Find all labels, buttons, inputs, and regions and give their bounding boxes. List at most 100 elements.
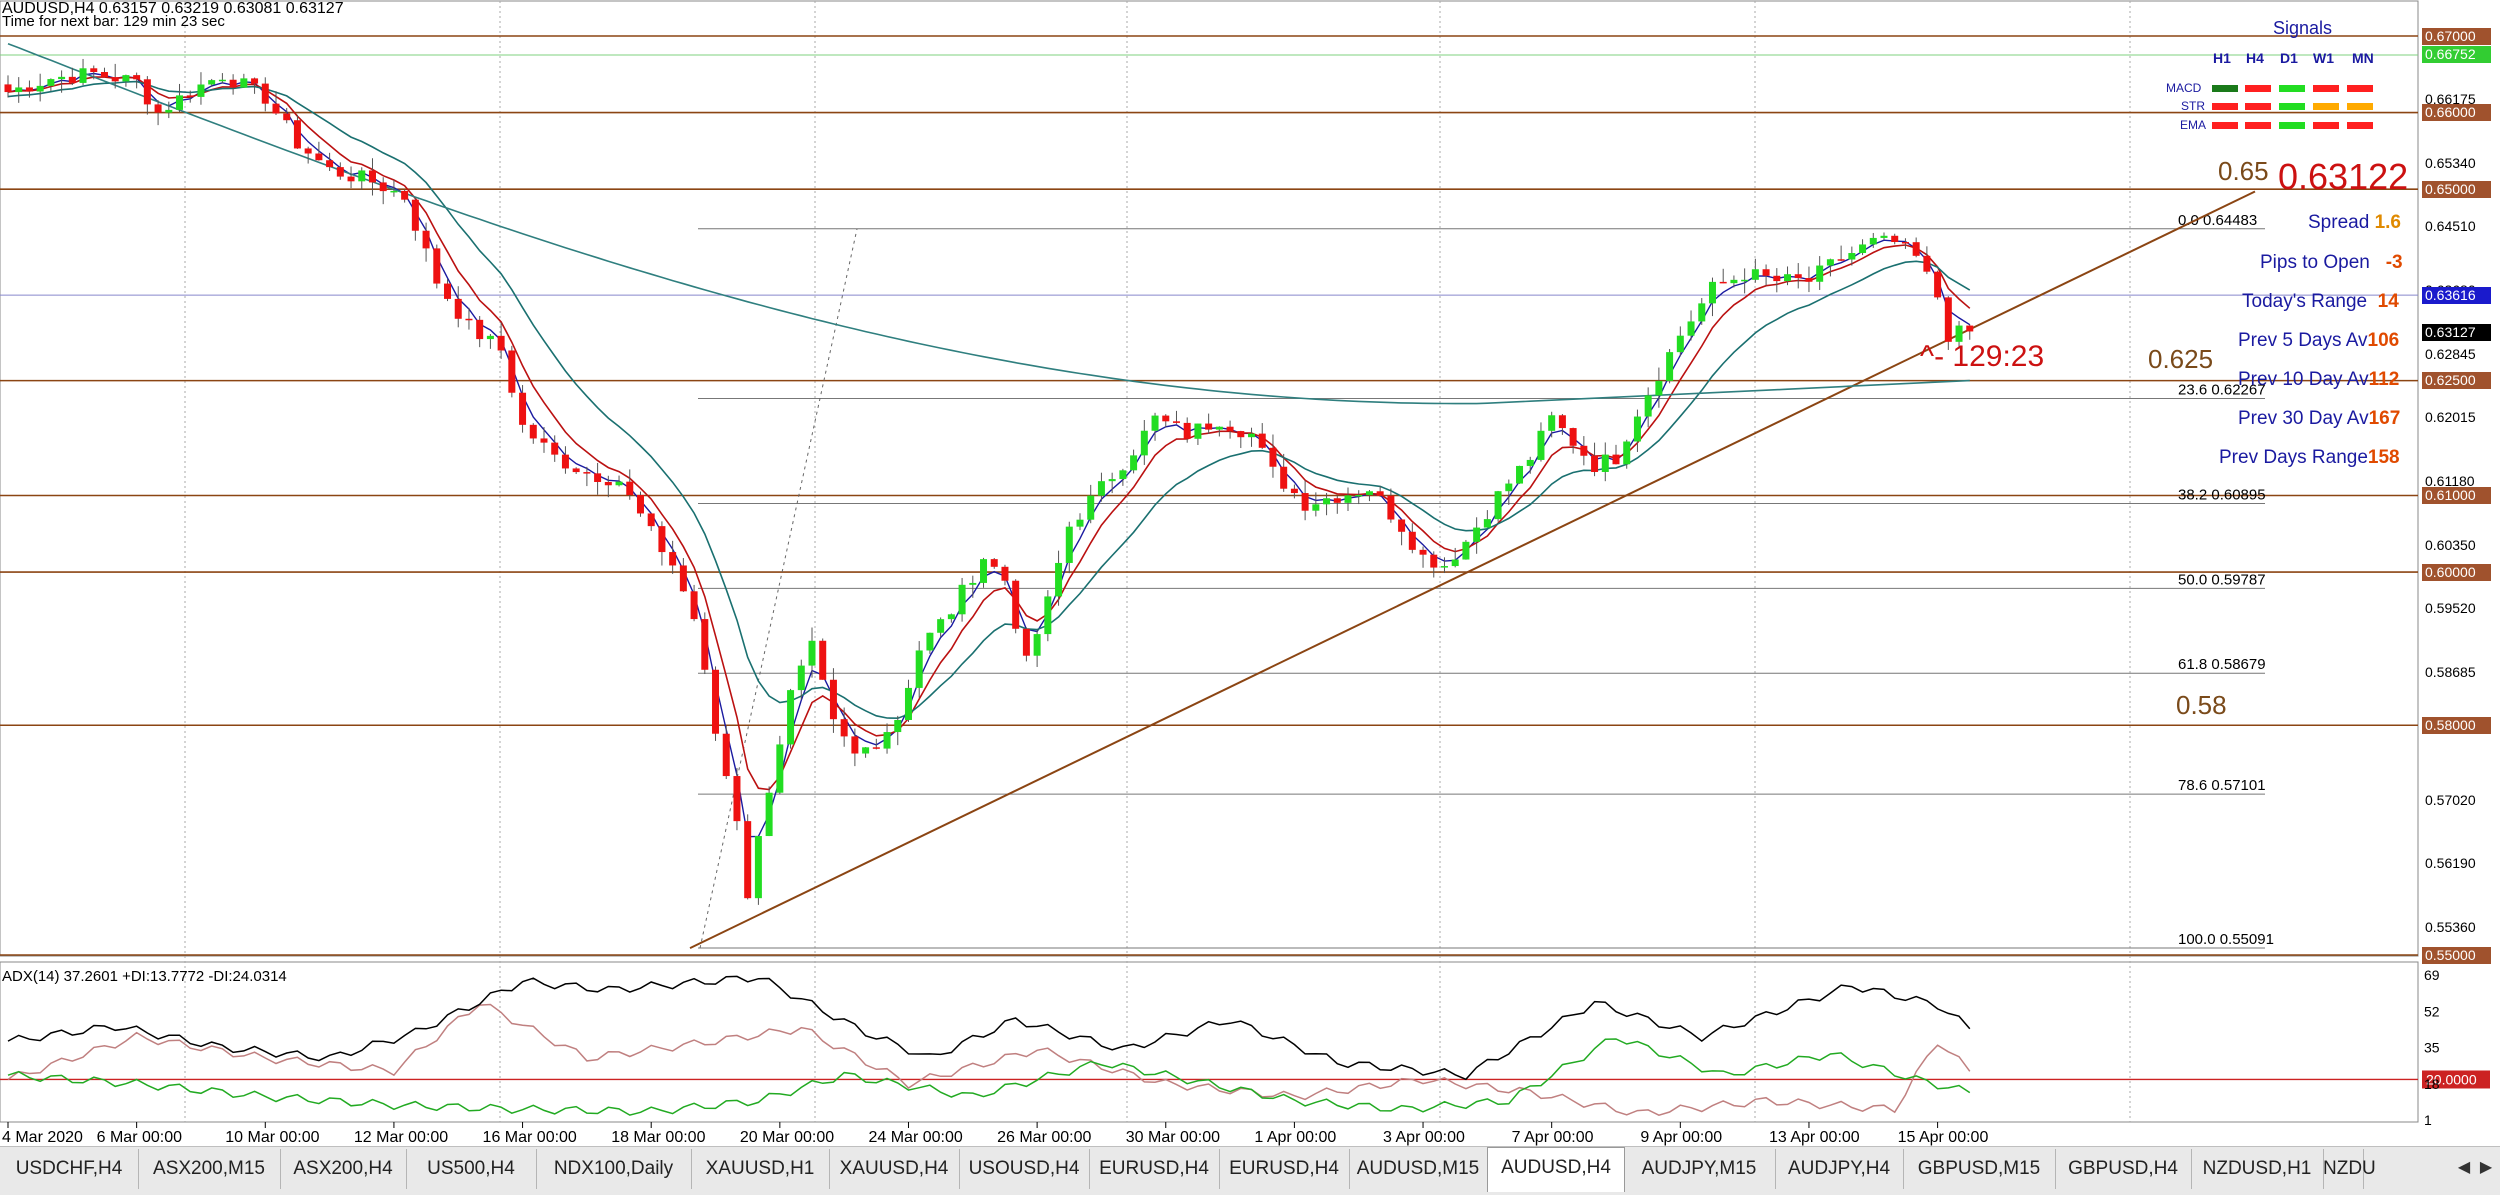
tab-scroll-left-icon[interactable]: ◀	[2457, 1159, 2471, 1176]
signal-col-mn: MN	[2352, 50, 2374, 66]
bear-candle	[1387, 495, 1395, 520]
bull-candle	[615, 481, 623, 486]
bear-candle	[1226, 426, 1234, 432]
signals-title: Signals	[2273, 18, 2333, 38]
main-pane-frame	[0, 0, 2419, 957]
price-axis-label: 0.58685	[2425, 664, 2476, 681]
bull-candle	[1751, 269, 1759, 280]
fib-level-label: 38.2 0.60895	[2178, 487, 2266, 504]
price-axis-label: 0.66175	[2425, 90, 2476, 107]
symbol-tab[interactable]: AUDJPY,M15	[1623, 1149, 1776, 1189]
bear-candle	[583, 472, 591, 474]
symbol-tab[interactable]: US500,H4	[406, 1149, 537, 1189]
bull-candle	[1033, 634, 1041, 656]
price-axis-label: 0.55000	[2422, 946, 2491, 964]
signal-cell	[2212, 85, 2238, 92]
symbol-tab[interactable]: GBPUSD,H4	[2055, 1149, 2192, 1189]
price-axis-label: 0.62015	[2425, 409, 2476, 426]
tab-scroll-right-icon[interactable]: ▶	[2479, 1159, 2493, 1176]
symbol-tab[interactable]: NDX100,Daily	[536, 1149, 692, 1189]
bear-candle	[68, 76, 76, 83]
signal-cell	[2313, 122, 2339, 129]
time-axis-label: 15 Apr 00:00	[1898, 1129, 1989, 1146]
bull-candle	[1451, 559, 1459, 567]
bull-candle	[218, 79, 226, 82]
bull-candle	[1151, 415, 1159, 431]
bull-candle	[883, 732, 891, 749]
fib-level-label: 78.6 0.57101	[2178, 777, 2266, 794]
bear-candle	[1205, 423, 1213, 430]
symbol-tab[interactable]: USDCHF,H4	[0, 1149, 139, 1189]
symbol-tab[interactable]: NZDUSD,H1	[2191, 1149, 2324, 1189]
bull-candle	[1194, 423, 1202, 439]
bear-candle	[647, 513, 655, 527]
bear-candle	[690, 591, 698, 620]
bull-candle	[1065, 526, 1073, 563]
bear-candle	[529, 424, 537, 439]
symbol-tab[interactable]: AUDJPY,H4	[1775, 1149, 1904, 1189]
candlestick-series	[4, 58, 1974, 905]
bull-candle	[1708, 281, 1716, 304]
symbol-tab[interactable]: EURUSD,H4	[1219, 1149, 1350, 1189]
bear-candle	[111, 77, 119, 82]
fib-level-label: 0.0 0.64483	[2178, 212, 2257, 229]
bear-candle	[744, 821, 752, 899]
bear-candle	[1569, 428, 1577, 446]
bear-candle	[1612, 454, 1620, 465]
bear-candle	[1301, 493, 1309, 511]
bear-candle	[636, 495, 644, 514]
bull-candle	[1730, 279, 1738, 284]
signal-cell	[2347, 85, 2373, 92]
bull-candle	[915, 650, 923, 688]
symbol-tab[interactable]: XAUUSD,H1	[691, 1149, 830, 1189]
bear-candle	[1912, 242, 1920, 256]
bear-candle	[154, 104, 162, 113]
adx-axis-label: 18	[2424, 1076, 2440, 1092]
pips-to-open-row: Pips to Open -3	[2260, 252, 2403, 274]
bear-candle	[1837, 259, 1845, 261]
trendline	[689, 190, 2256, 950]
time-axis-label: 9 Apr 00:00	[1640, 1129, 1722, 1146]
bear-candle	[229, 79, 237, 88]
bear-candle	[368, 170, 376, 183]
bull-candle	[980, 559, 988, 583]
symbol-tab[interactable]: AUDUSD,H4	[1487, 1147, 1625, 1192]
symbol-tab[interactable]: XAUUSD,H4	[829, 1149, 960, 1189]
bear-candle	[1280, 466, 1288, 489]
bear-candle	[1162, 415, 1170, 422]
bear-candle	[100, 72, 108, 78]
bull-candle	[122, 75, 130, 82]
bear-candle	[1022, 628, 1030, 656]
level-label-065: 0.65	[2218, 156, 2269, 186]
bull-candle	[1055, 562, 1063, 597]
bull-candle	[904, 687, 912, 720]
bar-countdown: ^- 129:23	[1920, 340, 2045, 373]
symbol-tab[interactable]: GBPUSD,M15	[1903, 1149, 2056, 1189]
signal-cell	[2245, 122, 2271, 129]
bull-candle	[176, 95, 184, 110]
adx-pane-frame	[0, 961, 2419, 1123]
signal-col-d1: D1	[2280, 50, 2298, 66]
bull-candle	[1097, 481, 1105, 496]
bull-candle	[787, 690, 795, 745]
bull-candle	[1344, 495, 1352, 503]
symbol-tab[interactable]: NZDU	[2323, 1149, 2376, 1189]
bull-candle	[1140, 430, 1148, 456]
bear-candle	[519, 392, 527, 425]
spread-value: 1.6	[2374, 212, 2401, 233]
bear-candle	[433, 248, 441, 284]
symbol-tab[interactable]: ASX200,M15	[138, 1149, 281, 1189]
ascending-trendline	[689, 190, 2256, 950]
signal-col-h1: H1	[2213, 50, 2231, 66]
symbol-tab[interactable]: USOUSD,H4	[959, 1149, 1090, 1189]
symbol-tab[interactable]: EURUSD,H4	[1089, 1149, 1220, 1189]
bull-candle	[1601, 454, 1609, 472]
bear-candle	[336, 167, 344, 177]
bear-candle	[1269, 447, 1277, 467]
symbol-tab[interactable]: AUDUSD,M15	[1349, 1149, 1488, 1189]
symbol-tab[interactable]: ASX200,H4	[280, 1149, 407, 1189]
bull-candle	[197, 84, 205, 97]
bear-candle	[840, 719, 848, 737]
bull-candle	[958, 584, 966, 615]
